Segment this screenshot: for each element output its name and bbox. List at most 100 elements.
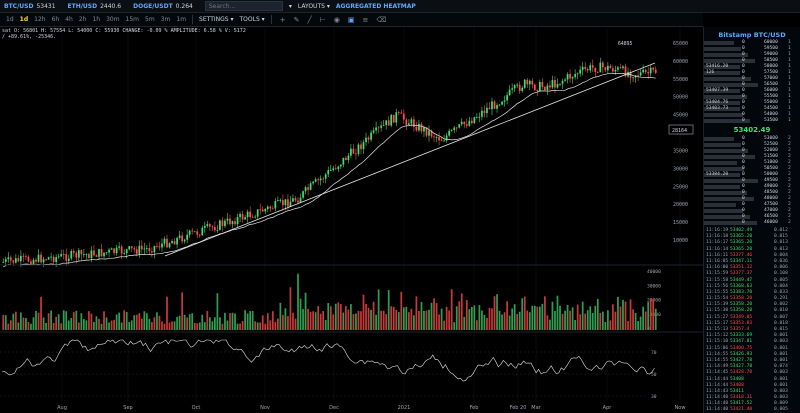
book-row[interactable]: 0 52000 2 [704, 148, 800, 154]
book-row[interactable]: 0 55500 1 [704, 94, 800, 100]
candle-body [355, 153, 357, 155]
trash-icon[interactable]: ⌫ [376, 15, 387, 24]
aggregated-heatmap-button[interactable]: AGGREGATED HEATMAP [335, 2, 416, 10]
crosshair-icon[interactable]: + [279, 15, 286, 24]
volume-bar [564, 310, 566, 330]
candle-body [289, 201, 292, 207]
book-row[interactable]: 0 46000 2 [704, 220, 800, 226]
candle-body [42, 259, 45, 263]
search-dropdown-icon[interactable]: ▾ [288, 2, 292, 10]
price-chart[interactable]: 65000 60000 55000 50000 45000 40000 35000 30000… [0, 27, 703, 413]
settings-button[interactable]: SETTINGS ▾ [199, 16, 234, 23]
timeframe-5[interactable]: 2h [78, 16, 87, 23]
ruler-icon[interactable]: ⊢ [319, 15, 326, 24]
trendline-icon[interactable]: ╱ [307, 15, 312, 24]
trade-qty: 0.015 [774, 234, 788, 240]
indicator-readout: / +89.61%, -25346. [2, 34, 57, 40]
timeframe-6[interactable]: 1h [92, 16, 101, 23]
chart-canvas[interactable]: 65000 60000 55000 50000 45000 40000 35000 30000… [0, 27, 703, 413]
ticker-eth[interactable]: ETH/USD 2440.6 [68, 3, 122, 10]
book-row[interactable]: 53384.20 0 50000 2 [704, 172, 800, 178]
timeframe-3[interactable]: 6h [51, 16, 60, 23]
book-row[interactable]: 53416.20 0 58000 1 [704, 64, 800, 70]
book-row[interactable]: 0 47000 2 [704, 208, 800, 214]
candle-body [234, 221, 236, 225]
tools-button[interactable]: TOOLS ▾ [239, 16, 265, 23]
book-row[interactable]: 53403.73 0 54500 1 [704, 106, 800, 112]
volume-bar [314, 312, 317, 330]
book-qty: 0 [742, 202, 745, 207]
layers-icon[interactable]: ≡ [362, 15, 369, 24]
layouts-button[interactable]: LAYOUTS ▾ [297, 2, 330, 10]
book-edge: 1 [788, 106, 791, 111]
volume-bar [284, 308, 287, 330]
candle-body [554, 80, 556, 88]
pencil-icon[interactable]: ✎ [293, 15, 300, 24]
book-row[interactable]: 0 51000 2 [704, 160, 800, 166]
timeframe-2[interactable]: 12h [34, 16, 46, 23]
volume-bar [352, 314, 355, 330]
book-level: 57000 [764, 76, 778, 81]
book-row[interactable]: 53404.76 0 55000 1 [704, 100, 800, 106]
depth-bar [704, 101, 740, 105]
book-row[interactable]: 0 52500 2 [704, 142, 800, 148]
eye-icon[interactable]: ◉ [333, 15, 340, 24]
candle-body [231, 221, 234, 225]
volume-bar [163, 323, 166, 330]
candle-body [183, 239, 186, 242]
book-row[interactable]: 0 57000 1 [704, 76, 800, 82]
trade-price: 53365.20 [730, 240, 753, 246]
timeframe-7[interactable]: 30m [106, 16, 120, 23]
volume-bar [181, 292, 183, 330]
book-row[interactable]: 0 58500 1 [704, 58, 800, 64]
candle-body [324, 174, 327, 179]
book-row[interactable]: 0 49500 2 [704, 178, 800, 184]
book-row[interactable]: 0 60000 1 [704, 40, 800, 46]
book-row[interactable]: 0 47500 2 [704, 202, 800, 208]
book-row[interactable]: 126 0 57500 1 [704, 70, 800, 76]
book-row[interactable]: 0 46500 2 [704, 214, 800, 220]
search-input[interactable] [204, 1, 283, 11]
book-qty: 0 [742, 220, 745, 225]
book-row[interactable]: 0 53500 1 [704, 118, 800, 124]
book-row[interactable]: 0 49000 2 [704, 184, 800, 190]
book-qty: 0 [742, 118, 745, 123]
volume-bar [334, 303, 337, 330]
book-row[interactable]: 53407.39 0 56000 1 [704, 88, 800, 94]
ticker-btc[interactable]: BTC/USD 53431 [4, 3, 56, 10]
timeframe-10[interactable]: 3m [160, 16, 171, 23]
book-row[interactable]: 0 51500 2 [704, 154, 800, 160]
candle-body [90, 250, 93, 259]
candle-body [576, 73, 579, 75]
trade-price: 53333.69 [730, 333, 753, 339]
volume-bar [100, 323, 103, 330]
book-row[interactable]: 0 56500 1 [704, 82, 800, 88]
timeframe-4[interactable]: 4h [65, 16, 73, 23]
book-row[interactable]: 0 48500 2 [704, 190, 800, 196]
book-row[interactable]: 0 54000 1 [704, 112, 800, 118]
book-row[interactable]: 0 48000 2 [704, 196, 800, 202]
camera-icon[interactable]: ▣ [347, 15, 355, 24]
timeframe-11[interactable]: 1m [176, 16, 187, 23]
book-row[interactable]: 0 59500 1 [704, 46, 800, 52]
volume-bar [601, 311, 604, 330]
timeframe-8[interactable]: 15m [125, 16, 140, 23]
volume-bar [151, 322, 153, 330]
volume-bar [415, 296, 418, 330]
volume-bar [83, 319, 85, 330]
trade-time: 11:16:17 [706, 240, 729, 246]
book-row[interactable]: 0 50500 2 [704, 166, 800, 172]
trade-time: 11:14:55 [706, 351, 729, 357]
book-row[interactable]: 0 53000 2 [704, 136, 800, 142]
timeframe-9[interactable]: 5m [145, 16, 155, 23]
price-tick-label: 20000 [673, 202, 688, 208]
timeframe-0[interactable]: 1d [6, 16, 14, 23]
timeframe-1[interactable]: 1d [19, 16, 29, 23]
bid-list: 0 53000 2 0 52500 2 0 52000 2 0 51500 2 0 51000 2 0 5050… [704, 136, 800, 226]
volume-bar [476, 320, 478, 330]
ticker-doge[interactable]: DOGE/USDT 0.264 [133, 3, 193, 10]
candle-body [219, 220, 221, 230]
book-row[interactable]: 0 59000 1 [704, 52, 800, 58]
book-level: 54000 [764, 112, 778, 117]
candle-body [178, 235, 181, 238]
